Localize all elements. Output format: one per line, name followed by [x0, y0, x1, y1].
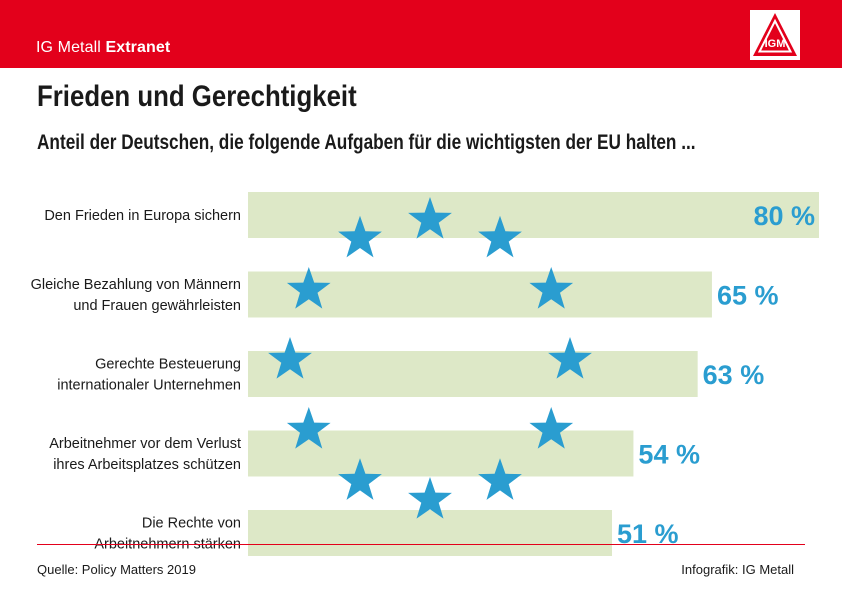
category-label: und Frauen gewährleisten	[73, 298, 241, 314]
value-label: 63 %	[703, 360, 765, 390]
page-title: Frieden und Gerechtigkeit	[37, 80, 357, 113]
source-note: Quelle: Policy Matters 2019	[37, 562, 196, 577]
category-label: Den Frieden in Europa sichern	[44, 208, 241, 224]
value-label: 54 %	[638, 440, 700, 470]
header-bar: IG Metall Extranet IGM	[0, 0, 842, 68]
eu-stars-group	[268, 197, 592, 519]
category-label: Arbeitnehmer vor dem Verlust	[49, 436, 241, 452]
category-label: internationaler Unternehmen	[57, 378, 241, 394]
star-icon	[408, 477, 452, 519]
bars-group	[248, 192, 819, 556]
brand-regular: IG Metall	[36, 39, 101, 56]
star-icon	[338, 458, 382, 500]
star-icon	[478, 215, 522, 258]
brand-name: IG Metall Extranet	[36, 39, 170, 57]
credit-note: Infografik: IG Metall	[681, 562, 794, 577]
value-label: 65 %	[717, 281, 779, 311]
category-labels-group: Den Frieden in Europa sichern Gleiche Bez…	[31, 208, 241, 553]
logo-text: IGM	[765, 38, 786, 50]
star-icon	[268, 337, 312, 379]
brand-bold: Extranet	[105, 39, 171, 56]
star-icon	[529, 267, 574, 309]
ig-metall-logo: IGM	[750, 10, 800, 60]
bar	[248, 510, 613, 556]
category-label: Gerechte Besteuerung	[95, 357, 241, 373]
star-icon	[478, 458, 522, 500]
page-subtitle: Anteil der Deutschen, die folgende Aufga…	[37, 131, 696, 154]
bar	[248, 351, 698, 397]
value-label: 80 %	[753, 201, 815, 231]
footer-divider	[37, 544, 805, 545]
category-label: ihres Arbeitsplatzes schützen	[53, 457, 241, 473]
star-icon	[548, 337, 592, 379]
star-icon	[529, 407, 574, 449]
star-icon	[338, 215, 382, 258]
star-icon	[408, 197, 452, 239]
value-labels-group: 80 %65 %63 %54 %51 %	[617, 201, 815, 549]
category-label: Gleiche Bezahlung von Männern	[31, 277, 241, 293]
star-icon	[286, 407, 331, 449]
bar	[248, 271, 712, 318]
category-label: Die Rechte von	[142, 516, 241, 532]
bar	[248, 192, 819, 238]
star-icon	[286, 267, 331, 309]
